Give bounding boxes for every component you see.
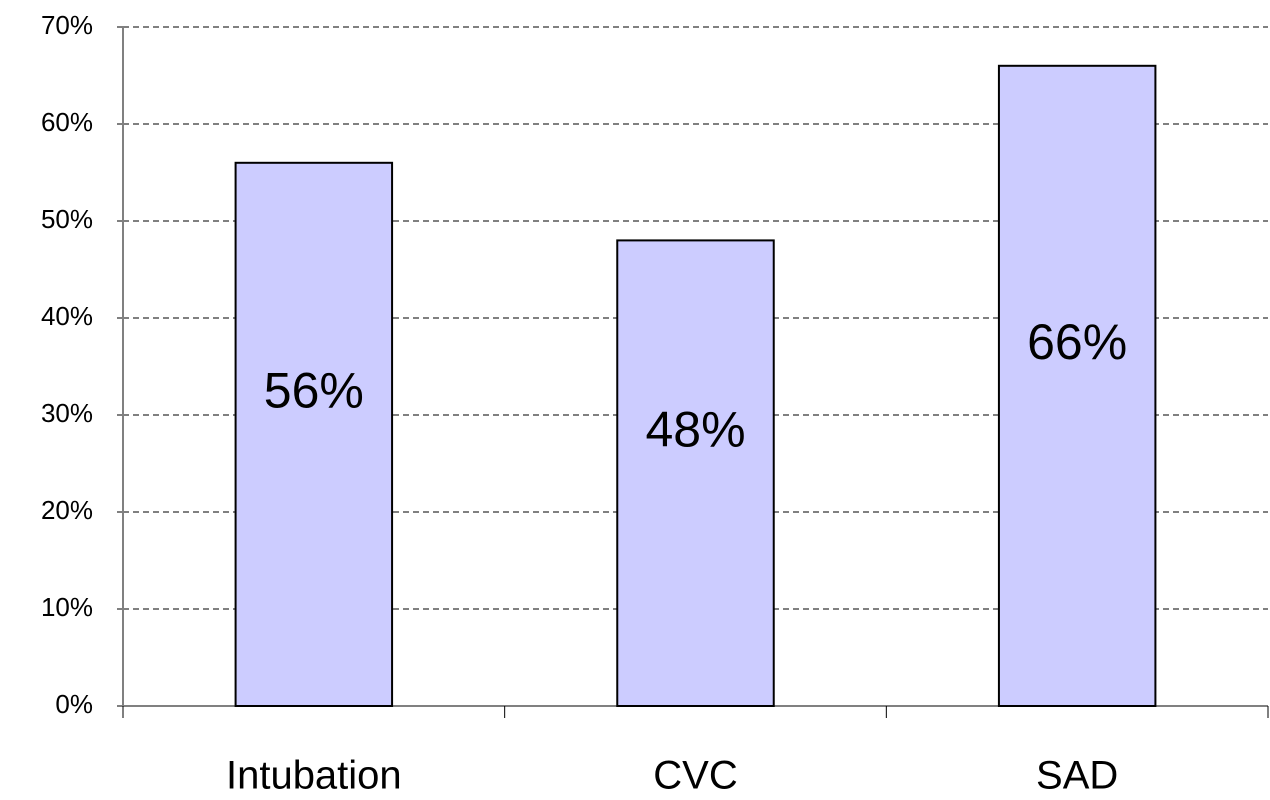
data-label: 56% [264, 363, 364, 419]
y-tick-label: 10% [41, 592, 93, 622]
y-tick-label: 20% [41, 495, 93, 525]
x-tick-label: CVC [653, 754, 737, 798]
bar [616, 239, 775, 707]
data-label: 66% [1027, 314, 1127, 370]
data-label: 48% [645, 401, 745, 457]
y-tick-label: 50% [41, 204, 93, 234]
x-tick-label: SAD [1036, 754, 1118, 798]
x-tick-label: Intubation [226, 754, 402, 798]
y-tick-label: 30% [41, 398, 93, 428]
y-tick-label: 40% [41, 301, 93, 331]
bar [234, 161, 394, 708]
y-tick-label: 0% [55, 689, 93, 719]
y-tick-label: 70% [41, 10, 93, 40]
y-tick-label: 60% [41, 107, 93, 137]
bar [997, 64, 1157, 708]
